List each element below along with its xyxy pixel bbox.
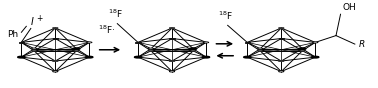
Circle shape [257, 50, 263, 51]
Circle shape [53, 71, 58, 72]
Circle shape [257, 48, 263, 49]
Circle shape [203, 56, 210, 58]
Circle shape [191, 50, 196, 51]
Bar [169, 38, 175, 39]
Bar [135, 42, 141, 43]
Bar [245, 42, 250, 43]
Bar [19, 42, 24, 43]
Bar [53, 38, 58, 39]
Circle shape [31, 48, 37, 49]
Circle shape [74, 50, 79, 51]
Circle shape [279, 71, 284, 72]
Text: $^{18}$F·: $^{18}$F· [98, 24, 115, 36]
Circle shape [53, 60, 58, 62]
Circle shape [135, 56, 142, 58]
Circle shape [169, 60, 175, 62]
Circle shape [169, 71, 175, 72]
Circle shape [299, 48, 306, 49]
Circle shape [18, 56, 25, 58]
Circle shape [279, 60, 284, 62]
Circle shape [279, 27, 284, 29]
Text: Ph: Ph [7, 30, 18, 39]
Text: R: R [359, 40, 365, 49]
Text: +: + [36, 14, 42, 23]
Circle shape [313, 42, 318, 43]
Circle shape [148, 48, 154, 49]
Text: $^{18}$F: $^{18}$F [218, 10, 233, 22]
Circle shape [299, 50, 305, 51]
Circle shape [86, 56, 93, 58]
Text: $^{18}$F: $^{18}$F [108, 8, 123, 20]
Circle shape [73, 48, 80, 49]
Text: OH: OH [342, 3, 356, 12]
Circle shape [148, 50, 154, 51]
Circle shape [244, 56, 251, 58]
Bar [279, 38, 284, 39]
Circle shape [87, 42, 92, 43]
Circle shape [203, 42, 209, 43]
Circle shape [53, 27, 58, 29]
Circle shape [312, 56, 319, 58]
Circle shape [189, 48, 197, 49]
Text: I: I [31, 17, 33, 27]
Circle shape [169, 27, 175, 29]
Circle shape [31, 50, 37, 51]
